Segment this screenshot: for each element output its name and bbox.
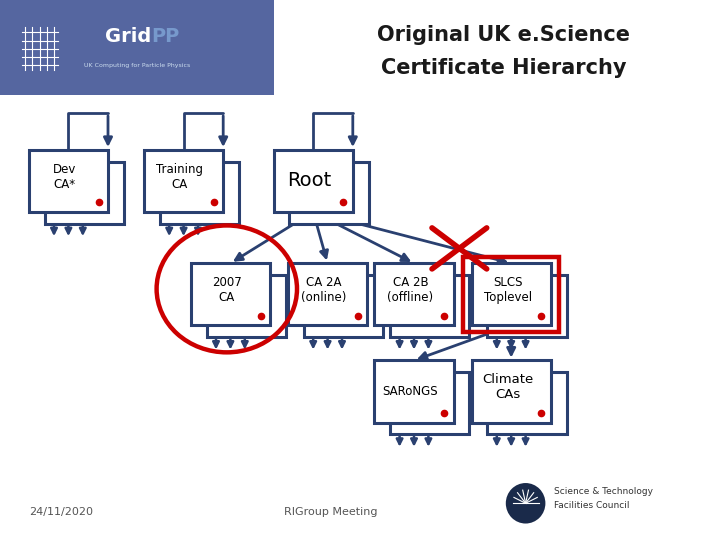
Text: CA 2B
(offline): CA 2B (offline) <box>387 276 433 304</box>
Bar <box>274 150 353 212</box>
Bar <box>374 263 454 325</box>
Text: RIGroup Meeting: RIGroup Meeting <box>284 507 378 517</box>
Text: CA 2A
(online): CA 2A (online) <box>301 276 347 304</box>
Text: Grid: Grid <box>105 27 151 46</box>
Bar <box>390 373 469 434</box>
Text: Training
CA: Training CA <box>156 163 204 191</box>
Text: PP: PP <box>151 27 179 46</box>
Text: Climate
CAs: Climate CAs <box>482 373 534 401</box>
Bar <box>487 373 567 434</box>
Bar <box>289 162 369 224</box>
Text: 24/11/2020: 24/11/2020 <box>29 507 93 517</box>
Bar <box>160 162 239 224</box>
Text: Dev
CA*: Dev CA* <box>53 163 76 191</box>
Text: UK Computing for Particle Physics: UK Computing for Particle Physics <box>84 63 190 69</box>
Bar <box>288 263 367 325</box>
Bar <box>304 275 383 337</box>
Bar <box>472 263 551 325</box>
Text: SLCS
Toplevel: SLCS Toplevel <box>484 276 531 304</box>
Text: Original UK e.Science: Original UK e.Science <box>377 25 631 45</box>
Bar <box>472 361 551 422</box>
Text: 2007
CA: 2007 CA <box>212 276 242 304</box>
Text: SARoNGS: SARoNGS <box>382 385 438 398</box>
Text: Root: Root <box>287 171 332 191</box>
Text: Facilities Council: Facilities Council <box>554 501 630 510</box>
Bar <box>0 0 274 94</box>
Text: Science & Technology: Science & Technology <box>554 487 654 496</box>
Bar <box>463 256 559 332</box>
Bar <box>191 263 270 325</box>
Bar <box>144 150 223 212</box>
Bar <box>29 150 108 212</box>
Bar <box>390 275 469 337</box>
Ellipse shape <box>505 483 546 524</box>
Bar <box>487 275 567 337</box>
Bar <box>374 361 454 422</box>
Text: Certificate Hierarchy: Certificate Hierarchy <box>382 57 626 78</box>
Bar <box>207 275 286 337</box>
Bar <box>45 162 124 224</box>
